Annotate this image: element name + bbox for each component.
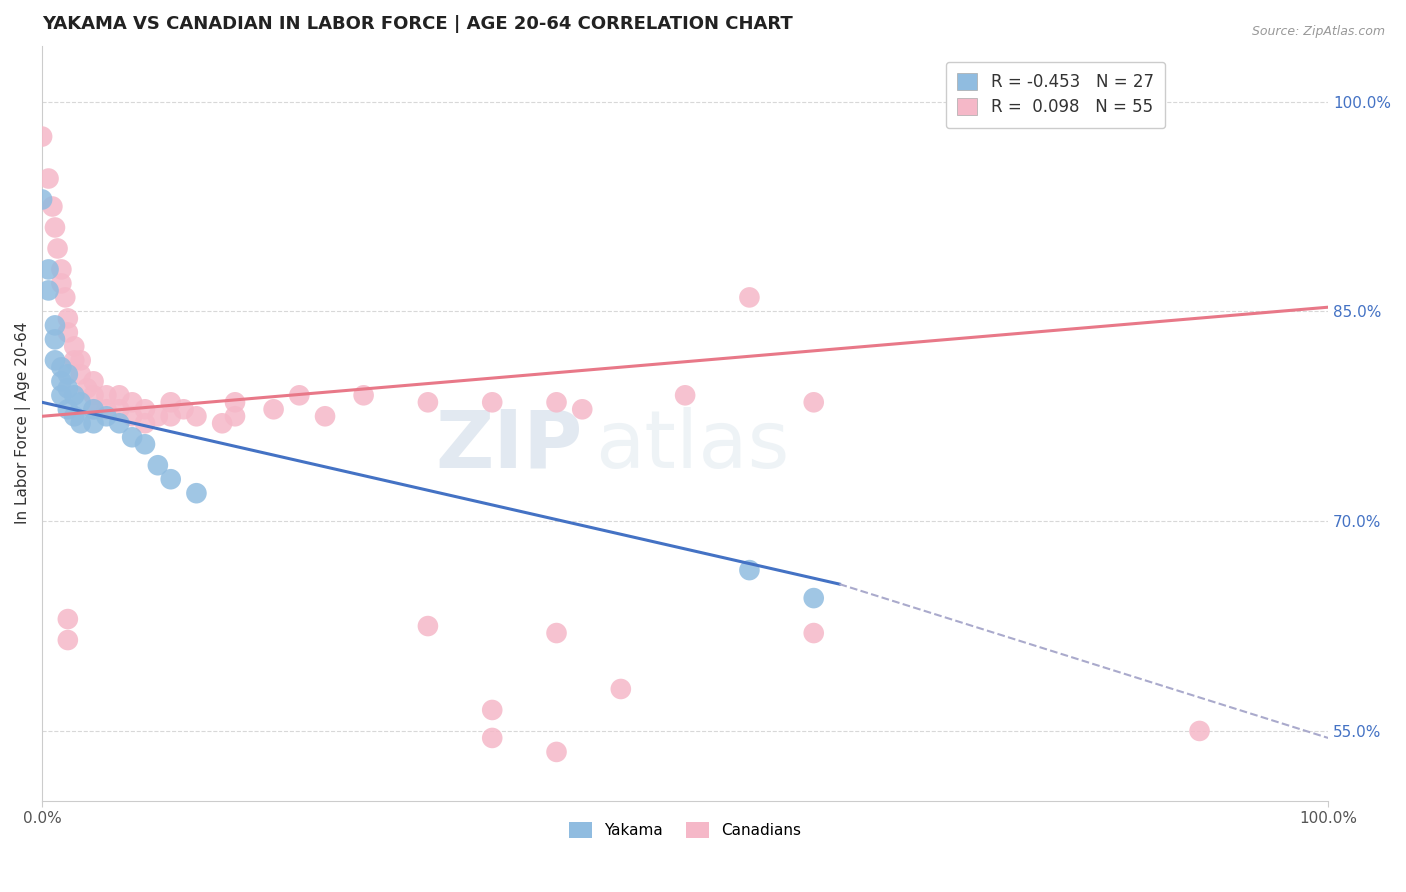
Point xyxy=(1188,723,1211,738)
Point xyxy=(41,200,63,214)
Point xyxy=(38,171,60,186)
Point xyxy=(146,458,169,473)
Point xyxy=(44,318,66,333)
Point xyxy=(159,409,181,424)
Point xyxy=(481,731,503,745)
Point xyxy=(288,388,311,402)
Point xyxy=(546,626,568,640)
Point xyxy=(83,374,105,388)
Point xyxy=(121,409,143,424)
Point xyxy=(416,395,439,409)
Point xyxy=(738,563,761,577)
Point xyxy=(56,381,79,395)
Point xyxy=(83,402,105,417)
Y-axis label: In Labor Force | Age 20-64: In Labor Force | Age 20-64 xyxy=(15,322,31,524)
Point xyxy=(159,395,181,409)
Point xyxy=(134,402,156,417)
Point xyxy=(571,402,593,417)
Point xyxy=(56,612,79,626)
Legend: Yakama, Canadians: Yakama, Canadians xyxy=(561,815,808,847)
Point xyxy=(76,381,98,395)
Point xyxy=(63,339,86,353)
Point xyxy=(56,633,79,648)
Point xyxy=(31,129,53,144)
Point xyxy=(416,619,439,633)
Point xyxy=(38,284,60,298)
Point xyxy=(46,242,69,256)
Point xyxy=(353,388,375,402)
Point xyxy=(56,402,79,417)
Point xyxy=(69,417,91,431)
Point xyxy=(673,388,696,402)
Point xyxy=(146,409,169,424)
Point xyxy=(224,395,246,409)
Point xyxy=(51,277,73,291)
Point xyxy=(159,472,181,486)
Point xyxy=(51,360,73,375)
Point xyxy=(121,395,143,409)
Point xyxy=(44,220,66,235)
Point xyxy=(83,417,105,431)
Point xyxy=(63,353,86,368)
Point xyxy=(224,409,246,424)
Point xyxy=(803,395,825,409)
Point xyxy=(56,368,79,382)
Point xyxy=(69,395,91,409)
Point xyxy=(546,395,568,409)
Point xyxy=(51,374,73,388)
Point xyxy=(738,290,761,304)
Point xyxy=(108,388,131,402)
Point xyxy=(63,388,86,402)
Point xyxy=(96,409,118,424)
Point xyxy=(546,745,568,759)
Point xyxy=(186,409,208,424)
Text: atlas: atlas xyxy=(595,407,790,485)
Point xyxy=(44,353,66,368)
Point xyxy=(31,193,53,207)
Point xyxy=(134,437,156,451)
Point xyxy=(803,591,825,606)
Point xyxy=(69,368,91,382)
Point xyxy=(108,402,131,417)
Point xyxy=(173,402,195,417)
Point xyxy=(263,402,285,417)
Point xyxy=(108,417,131,431)
Text: Source: ZipAtlas.com: Source: ZipAtlas.com xyxy=(1251,25,1385,38)
Point xyxy=(481,395,503,409)
Point xyxy=(53,290,76,304)
Text: YAKAMA VS CANADIAN IN LABOR FORCE | AGE 20-64 CORRELATION CHART: YAKAMA VS CANADIAN IN LABOR FORCE | AGE … xyxy=(42,15,793,33)
Point xyxy=(56,311,79,326)
Point xyxy=(63,409,86,424)
Point xyxy=(481,703,503,717)
Point xyxy=(96,402,118,417)
Point xyxy=(83,388,105,402)
Point xyxy=(314,409,336,424)
Point xyxy=(51,388,73,402)
Point xyxy=(44,332,66,346)
Point xyxy=(69,353,91,368)
Point xyxy=(96,388,118,402)
Point xyxy=(610,681,633,696)
Point xyxy=(134,417,156,431)
Point xyxy=(121,430,143,444)
Point xyxy=(51,262,73,277)
Point xyxy=(56,326,79,340)
Text: ZIP: ZIP xyxy=(434,407,582,485)
Point xyxy=(38,262,60,277)
Point xyxy=(186,486,208,500)
Point xyxy=(803,626,825,640)
Point xyxy=(83,402,105,417)
Point xyxy=(211,417,233,431)
